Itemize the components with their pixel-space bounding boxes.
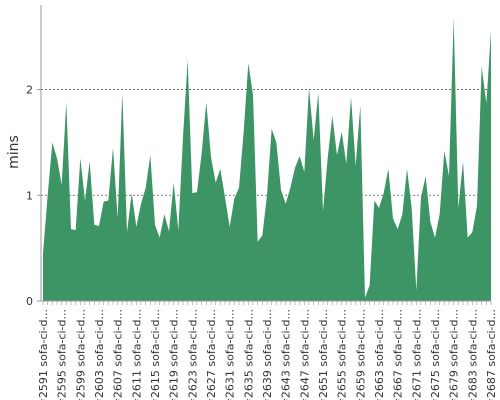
- area-series: [43, 17, 491, 301]
- x-tick-label: #2595 sofa-ci-d...: [56, 309, 69, 400]
- x-tick-label: #2655 sofa-ci-d...: [336, 309, 349, 400]
- x-tick-label: #2667 sofa-ci-d...: [392, 309, 405, 400]
- grid-lines: [41, 89, 491, 196]
- axes: [40, 5, 491, 302]
- x-tick-label: #2663 sofa-ci-d...: [373, 309, 386, 400]
- x-tick-label: #2611 sofa-ci-d...: [130, 309, 143, 400]
- y-tick-label: 0: [26, 295, 33, 308]
- x-tick-label: #2647 sofa-ci-d...: [298, 309, 311, 400]
- x-tick-label: #2679 sofa-ci-d...: [448, 309, 461, 400]
- x-tick-label: #2623 sofa-ci-d...: [186, 309, 199, 400]
- x-tick-label: #2631 sofa-ci-d...: [224, 309, 237, 400]
- x-tick-label: #2615 sofa-ci-d...: [149, 309, 162, 400]
- x-tick-label: #2683 sofa-ci-d...: [466, 309, 479, 400]
- x-tick-label: #2627 sofa-ci-d...: [205, 309, 218, 400]
- x-tick-label: #2603 sofa-ci-d...: [93, 309, 106, 400]
- y-ticks: 0 1 2: [26, 84, 41, 308]
- x-tick-label: #2599 sofa-ci-d...: [74, 309, 87, 400]
- y-tick-label: 1: [26, 189, 33, 202]
- area-fill: [43, 17, 491, 301]
- x-tick-label: #2675 sofa-ci-d...: [429, 309, 442, 400]
- x-tick-label: #2687 sofa-ci-d...: [485, 309, 498, 400]
- x-tick-label: #2659 sofa-ci-d...: [354, 309, 367, 400]
- x-tick-label: #2671 sofa-ci-d...: [410, 309, 423, 400]
- x-tick-label: #2607 sofa-ci-d...: [112, 309, 125, 400]
- x-tick-label: #2619 sofa-ci-d...: [168, 309, 181, 400]
- x-tick-label: #2651 sofa-ci-d...: [317, 309, 330, 400]
- x-tick-label: #2591 sofa-ci-d...: [37, 309, 50, 400]
- x-tick-label: #2639 sofa-ci-d...: [261, 309, 274, 400]
- y-tick-label: 2: [26, 84, 33, 97]
- x-tick-label: #2635 sofa-ci-d...: [242, 309, 255, 400]
- x-ticks: #2591 sofa-ci-d... #2595 sofa-ci-d... #259…: [37, 301, 498, 400]
- x-tick-label: #2643 sofa-ci-d...: [280, 309, 293, 400]
- y-axis-label: mins: [6, 135, 22, 169]
